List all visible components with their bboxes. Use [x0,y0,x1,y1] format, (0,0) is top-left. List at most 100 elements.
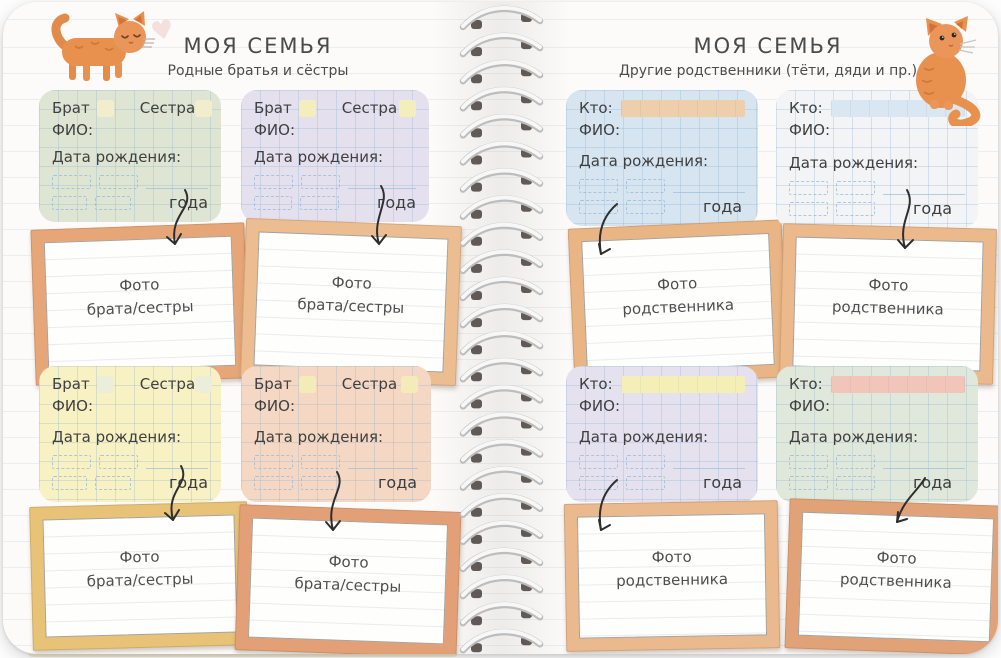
date-line [146,456,208,469]
hand-drawn-arrow-icon [325,471,341,531]
photo-caption: Фото родственника [621,270,735,321]
gutter-shadow-right [500,2,571,654]
date-boxes-row [254,455,418,469]
who-answer-strip [620,376,745,394]
page-subtitle: Другие родственники (тёти, дяди и пр.) [618,63,918,79]
date-box [626,200,665,214]
years-row: года [579,197,745,217]
photo-caption: Фото брата/сестры [86,544,194,593]
photo-caption-line1: Фото [328,552,369,572]
who-label: Кто: [579,99,613,117]
birth-date-label: Дата рождения: [52,147,182,166]
sister-checkbox [195,100,213,118]
photo-caption: Фото брата/сестры [297,270,405,321]
right-page-header: МОЯ СЕМЬЯ Другие родственники (тёти, дяд… [613,34,923,79]
years-row: года [254,193,416,213]
photo-caption-line2: брата/сестры [294,574,402,596]
photo-caption-line2: брата/сестры [86,569,194,591]
photo-caption: Фото брата/сестры [86,272,194,322]
photo-placeholder: Фото родственника [792,236,984,372]
photo-placeholder: Фото брата/сестры [43,235,237,373]
date-line [673,456,745,469]
sibling-card-3: Брат Сестра ФИО: Дата рождения: года [39,366,221,502]
sibling-header: Брат Сестра [254,99,416,119]
date-box [99,175,138,189]
photo-caption: Фото брата/сестры [294,549,402,599]
sibling-card-1-content: Брат Сестра ФИО: Дата рождения: года [39,90,221,222]
birth-date-label: Дата рождения: [254,147,384,166]
date-box [301,175,340,189]
date-line [883,456,965,469]
relative-card-1: Кто: ФИО: Дата рождения: года [566,90,758,226]
hand-drawn-arrow-icon [897,189,914,249]
years-label: года [168,192,208,212]
full-name-label: ФИО: [789,396,830,415]
date-box [301,455,340,469]
birth-date-label: Дата рождения: [789,153,919,172]
years-label: года [703,196,743,216]
date-box [579,476,618,490]
photo-caption-line1: Фото [119,275,160,295]
photo-placeholder: Фото брата/сестры [253,231,449,373]
hand-drawn-arrow-icon [164,465,185,521]
date-box [789,476,828,490]
page-title: МОЯ СЕМЬЯ [693,34,843,58]
sister-checkbox [401,376,418,394]
date-box [254,175,293,189]
hand-drawn-arrow-icon [598,479,618,531]
brother-checkbox [96,376,114,394]
date-box [789,181,828,195]
photo-caption: Фото родственника [616,545,729,593]
years-row: года [789,473,965,493]
date-box [300,196,339,210]
left-page-header: МОЯ СЕМЬЯ Родные братья и сёстры [123,34,393,79]
relative-card-1-content: Кто: ФИО: Дата рождения: года [566,90,758,226]
date-box [52,476,88,490]
years-label: года [913,198,953,218]
photo-caption-line2: брата/сестры [86,297,194,319]
date-box [52,455,91,469]
photo-caption-line1: Фото [651,547,692,567]
date-box [836,455,875,469]
sibling-card-2: Брат Сестра ФИО: Дата рождения: года [241,90,429,222]
years-row: года [52,193,208,213]
who-label: Кто: [579,375,613,393]
sister-checkbox [399,100,416,118]
photo-frame: Фото брата/сестры [30,222,250,386]
hand-drawn-arrow-icon [371,185,387,245]
birth-date-label: Дата рождения: [579,151,709,170]
photo-frame: Фото брата/сестры [240,217,462,387]
date-box [789,455,828,469]
birth-date-label: Дата рождения: [579,427,709,446]
date-box [254,196,293,210]
date-box [626,179,665,193]
photo-frame: Фото брата/сестры [29,501,251,651]
brother-label: Брат [52,99,90,117]
page-title: МОЯ СЕМЬЯ [183,34,333,58]
full-name-label: ФИО: [52,396,93,415]
relative-card-4: Кто: ФИО: Дата рождения: года [776,366,978,502]
relative-card-3: Кто: ФИО: Дата рождения: года [566,366,758,502]
date-boxes-row [789,455,965,469]
date-box [579,179,618,193]
spiral-binding [459,5,544,654]
who-answer-strip [830,376,965,394]
sibling-card-1: Брат Сестра ФИО: Дата рождения: года [39,90,221,222]
date-line [673,180,745,193]
date-box [579,200,618,214]
sibling-card-2-content: Брат Сестра ФИО: Дата рождения: года [241,90,429,222]
years-label: года [378,472,418,492]
date-box [52,196,88,210]
brother-label: Брат [52,375,90,393]
birth-date-label: Дата рождения: [789,427,919,446]
birth-date-label: Дата рождения: [52,427,182,446]
hand-drawn-arrow-icon [896,477,926,523]
date-boxes-row [789,181,965,195]
relative-card-3-content: Кто: ФИО: Дата рождения: года [566,366,758,502]
photo-caption-line1: Фото [119,547,160,567]
photo-caption-line2: родственника [839,570,953,592]
open-notebook: ♥ МОЯ СЕМЬЯ Родные братья и сёстры МОЯ С… [3,2,998,654]
photo-caption-line1: Фото [656,273,698,294]
full-name-label: ФИО: [52,120,93,139]
birth-date-label: Дата рождения: [254,427,384,446]
